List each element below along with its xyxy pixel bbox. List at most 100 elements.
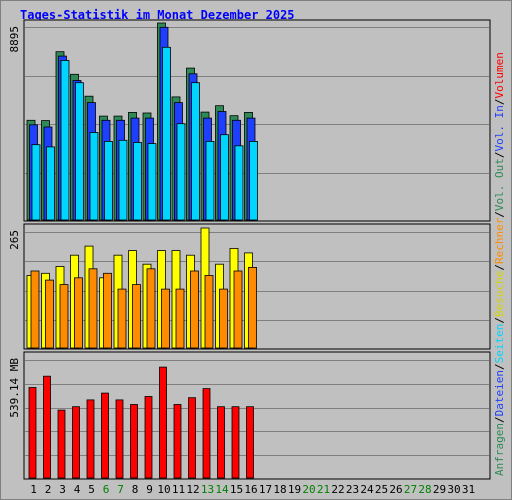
x-tick-label: 24 <box>360 483 374 496</box>
bar-rechner <box>103 272 112 349</box>
bar-seiten <box>234 145 244 221</box>
bar-seiten <box>89 132 99 221</box>
bar-seiten <box>133 142 142 221</box>
bar-volumen <box>231 406 240 479</box>
bar-rechner <box>45 279 54 349</box>
bar-seiten <box>176 123 186 221</box>
x-tick-label: 20 <box>302 483 315 496</box>
legend-item: Vol. Out <box>493 158 506 211</box>
x-tick-label: 10 <box>157 483 170 496</box>
legend-item: Vol. In <box>493 105 506 151</box>
bar-rechner <box>248 266 257 349</box>
bar-rechner <box>59 284 69 349</box>
bar-seiten <box>205 140 215 221</box>
x-tick-label: 17 <box>259 483 272 496</box>
legend-item: Dateien <box>493 370 506 416</box>
x-tick-label: 27 <box>404 483 417 496</box>
bar-volumen <box>159 366 167 479</box>
x-tick-label: 18 <box>273 483 286 496</box>
legend-separator: / <box>493 416 506 423</box>
x-tick-label: 21 <box>317 483 330 496</box>
legend-separator: / <box>493 264 506 271</box>
chart-panel-visits: 265 <box>8 223 491 350</box>
x-tick-label: 6 <box>103 483 110 496</box>
x-tick-label: 2 <box>45 483 52 496</box>
bar-rechner <box>219 288 228 349</box>
x-tick-label: 8 <box>132 483 139 496</box>
bar-volumen <box>130 404 138 479</box>
legend-separator: / <box>493 211 506 218</box>
legend-separator: / <box>493 98 506 105</box>
bar-seiten <box>46 146 55 221</box>
x-tick-label: 25 <box>375 483 388 496</box>
legend-separator: / <box>493 151 506 158</box>
chart-panel-hits: 8895 <box>8 19 491 222</box>
x-tick-label: 14 <box>215 483 229 496</box>
x-tick-label: 28 <box>418 483 431 496</box>
bar-seiten <box>147 143 157 221</box>
x-axis-labels: 1 2 3 4 5 6 7 8 9 10 11 12 13 14 15 16 17 18 19 20 21 22 23 24 2… <box>30 483 475 496</box>
chart-title: Tages-Statistik im Monat Dezember 2025 <box>20 8 295 22</box>
legend-item: Volumen <box>493 52 506 98</box>
bar-seiten <box>75 82 84 221</box>
bar-rechner <box>146 268 156 349</box>
bar-rechner <box>233 270 243 349</box>
x-tick-label: 11 <box>172 483 185 496</box>
x-tick-label: 13 <box>201 483 214 496</box>
x-tick-label: 9 <box>146 483 153 496</box>
x-tick-label: 30 <box>447 483 460 496</box>
bar-volumen <box>217 406 225 479</box>
x-tick-label: 22 <box>331 483 344 496</box>
bar-volumen <box>144 396 153 479</box>
bar-seiten <box>191 82 200 221</box>
x-tick-label: 4 <box>74 483 81 496</box>
x-tick-label: 29 <box>433 483 446 496</box>
bar-volumen <box>57 409 66 479</box>
x-tick-label: 16 <box>244 483 257 496</box>
bar-rechner <box>204 275 214 349</box>
bar-seiten <box>118 139 128 221</box>
legend: Anfragen/Dateien/Seiten/Besuche/Rechner/… <box>493 52 506 476</box>
legend-item: Rechner <box>493 217 506 264</box>
bar-rechner <box>88 268 98 349</box>
x-tick-label: 23 <box>346 483 359 496</box>
x-tick-label: 5 <box>88 483 95 496</box>
bar-volumen <box>202 388 211 479</box>
x-tick-label: 7 <box>117 483 124 496</box>
legend-item: Anfragen <box>493 423 506 476</box>
legend-item: Seiten <box>493 324 506 364</box>
bar-seiten <box>104 140 113 221</box>
bar-seiten <box>249 140 258 221</box>
y-axis-max-label: 8895 <box>8 26 21 53</box>
x-tick-label: 1 <box>30 483 37 496</box>
y-axis-max-label: 539.14 MB <box>8 358 21 418</box>
bar-rechner <box>74 277 83 349</box>
bar-rechner <box>190 270 199 349</box>
y-axis-max-label: 265 <box>8 230 21 250</box>
bar-volumen <box>28 387 37 479</box>
bar-volumen <box>246 406 254 479</box>
bar-volumen <box>101 392 109 479</box>
bar-volumen <box>43 375 51 479</box>
x-tick-label: 12 <box>186 483 199 496</box>
bar-volumen <box>115 399 124 479</box>
bar-seiten <box>31 144 41 221</box>
x-tick-label: 26 <box>389 483 402 496</box>
bar-volumen <box>86 399 95 479</box>
bar-rechner <box>117 288 127 349</box>
legend-separator: / <box>493 317 506 324</box>
chart-panel-volume: 539.14 MB <box>8 351 491 480</box>
bar-volumen <box>188 397 196 479</box>
bar-seiten <box>60 60 70 221</box>
bar-rechner <box>132 284 141 349</box>
bar-volumen <box>72 406 80 479</box>
bar-rechner <box>161 288 170 349</box>
legend-separator: / <box>493 363 506 370</box>
bar-seiten <box>162 46 171 221</box>
x-tick-label: 15 <box>230 483 243 496</box>
bar-volumen <box>173 404 182 479</box>
x-tick-label: 3 <box>59 483 66 496</box>
legend-item: Besuche <box>493 271 506 317</box>
x-tick-label: 19 <box>288 483 301 496</box>
